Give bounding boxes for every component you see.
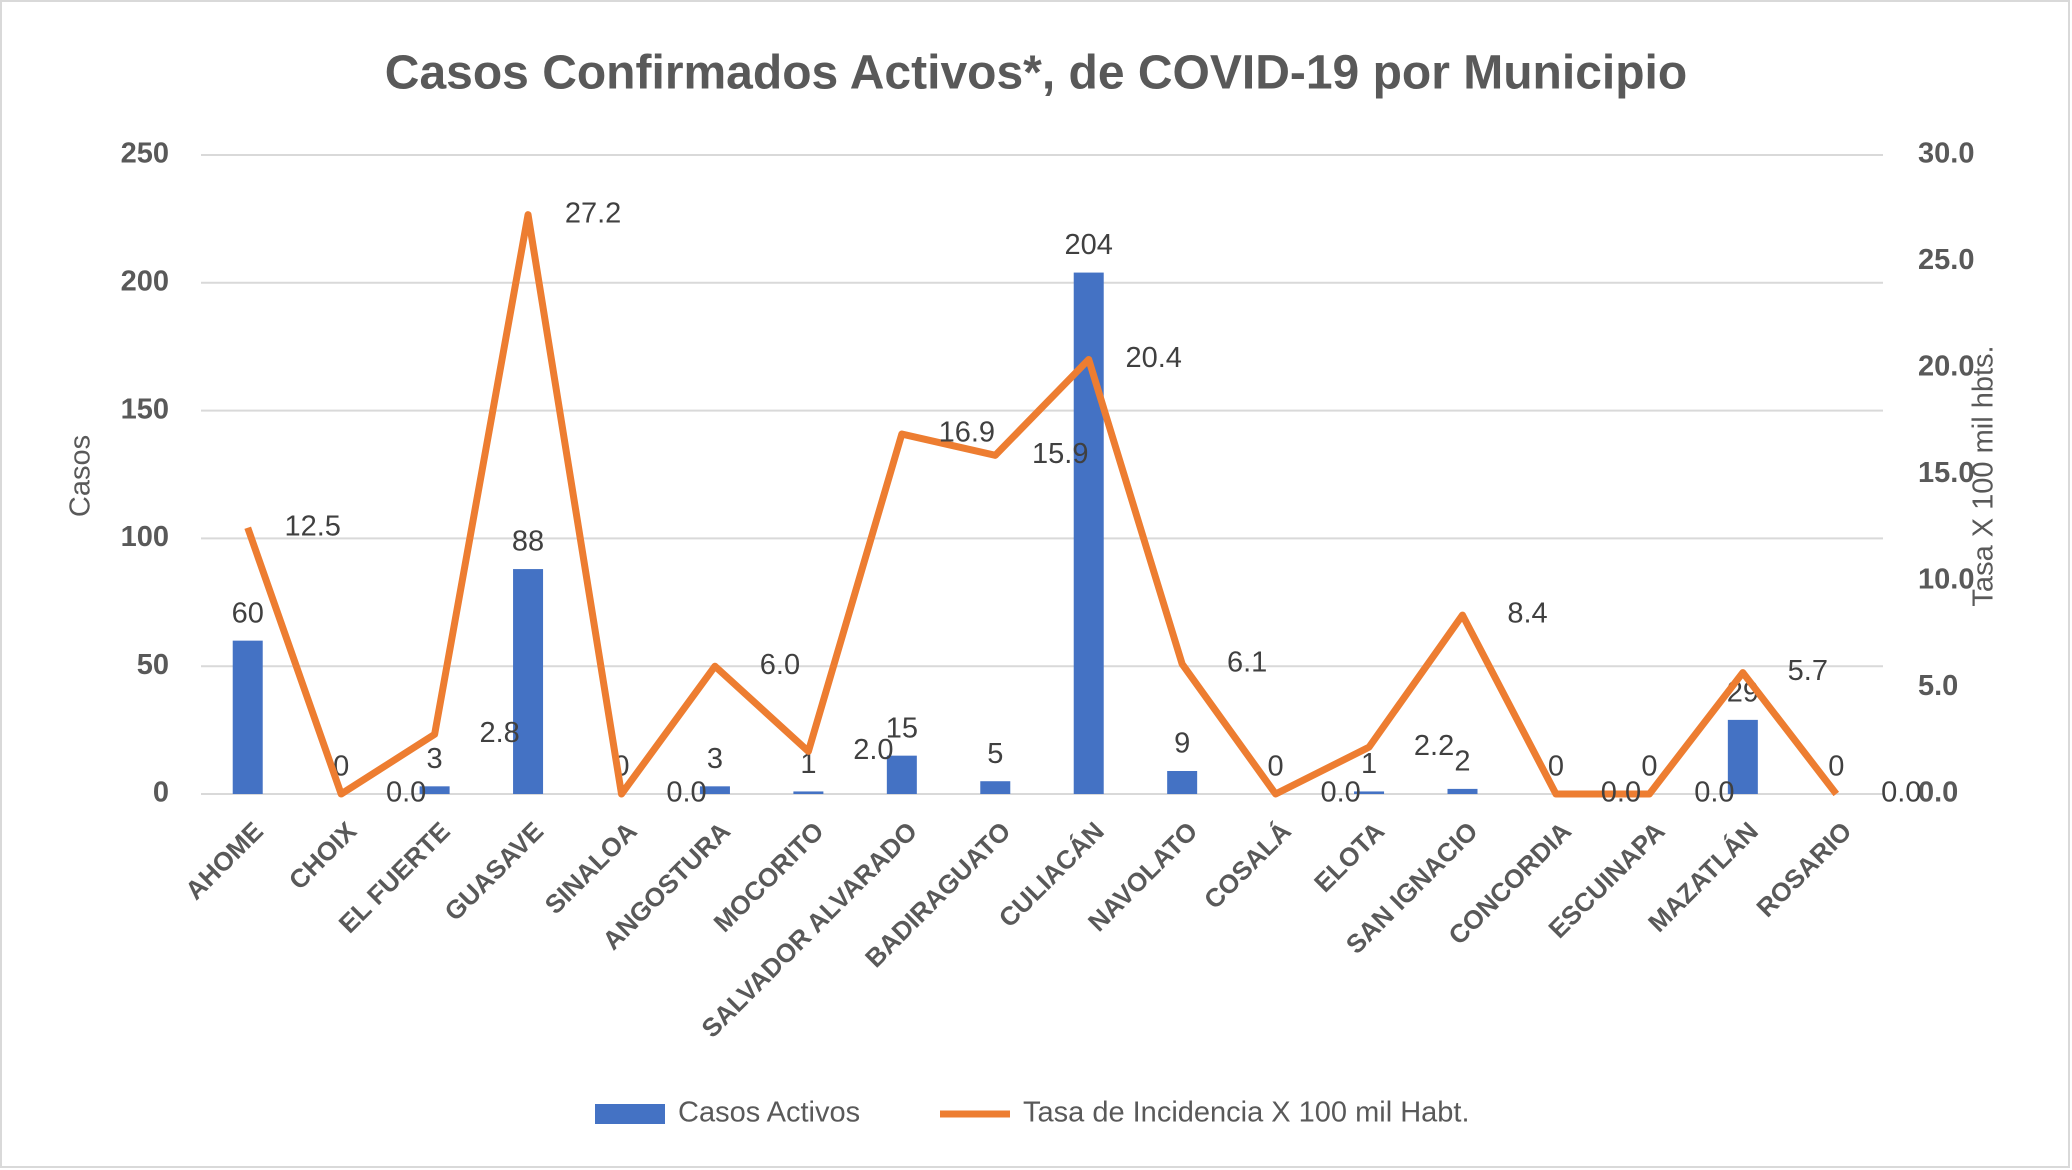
bar-value-label: 204 <box>1065 229 1113 261</box>
line-value-label: 5.7 <box>1788 655 1828 687</box>
y-tick-label: 50 <box>137 649 169 681</box>
y-tick-label: 250 <box>121 138 169 170</box>
bar-value-label: 0 <box>1268 751 1284 783</box>
bar <box>1073 272 1104 794</box>
bar <box>1167 770 1198 794</box>
line <box>244 211 1840 798</box>
line-value-label: 15.9 <box>1032 438 1088 470</box>
bar <box>419 786 450 794</box>
line-value-label: 8.4 <box>1507 598 1547 630</box>
bar <box>699 786 730 794</box>
line-value-label: 2.0 <box>853 734 893 766</box>
bar-value-label: 5 <box>987 738 1003 770</box>
y-tick-label: 0 <box>153 777 169 809</box>
line-value-label: 16.9 <box>939 417 995 449</box>
bar-value-label: 88 <box>512 526 544 558</box>
line-value-label: 0.0 <box>386 777 426 809</box>
line-value-label: 27.2 <box>565 197 621 229</box>
line-value-label: 0.0 <box>1881 777 1921 809</box>
line-value-label: 0.0 <box>666 777 706 809</box>
bar <box>793 791 824 794</box>
y2-tick-label: 15.0 <box>1918 457 1974 489</box>
bar-value-label: 0 <box>1828 751 1844 783</box>
y2-axis-title: Tasa X 100 mil hbts. <box>1968 345 2000 606</box>
y2-tick-label: 30.0 <box>1918 138 1974 170</box>
bar <box>513 569 544 794</box>
bar-value-label: 60 <box>232 597 264 629</box>
y2-tick-label: 10.0 <box>1918 564 1974 596</box>
bar-value-label: 15 <box>886 712 918 744</box>
line-value-label: 6.1 <box>1227 647 1267 679</box>
bar-value-label: 9 <box>1174 728 1190 760</box>
y-tick-label: 200 <box>121 265 169 297</box>
bar-value-label: 0 <box>1641 751 1657 783</box>
line-value-label: 6.0 <box>760 649 800 681</box>
bar-value-label: 1 <box>1361 748 1377 780</box>
bar <box>1727 719 1758 794</box>
line-value-label: 0.0 <box>1320 777 1360 809</box>
line-value-label: 0.0 <box>1694 777 1734 809</box>
line-value-label: 0.0 <box>1601 777 1641 809</box>
line-value-label: 12.5 <box>284 510 340 542</box>
y2-tick-label: 5.0 <box>1918 670 1958 702</box>
line-value-label: 20.4 <box>1125 342 1181 374</box>
y-tick-label: 150 <box>121 393 169 425</box>
legend-label: Tasa de Incidencia X 100 mil Habt. <box>1023 1097 1470 1129</box>
bar-value-label: 2 <box>1454 746 1470 778</box>
line-value-label: 2.2 <box>1414 730 1454 762</box>
bar <box>232 640 263 794</box>
y-axis-title: Casos <box>65 435 97 517</box>
bar <box>1354 791 1385 794</box>
bar-value-label: 1 <box>800 748 816 780</box>
bar-value-label: 3 <box>707 743 723 775</box>
y-tick-label: 100 <box>121 521 169 553</box>
bar <box>886 755 917 794</box>
bar-value-label: 0 <box>1548 751 1564 783</box>
y2-tick-label: 25.0 <box>1918 244 1974 276</box>
bar <box>980 781 1011 794</box>
bar <box>1447 788 1478 794</box>
y2-tick-label: 20.0 <box>1918 351 1974 383</box>
legend-label: Casos Activos <box>678 1097 860 1129</box>
legend-swatch <box>595 1104 665 1124</box>
y2-tick-label: 0.0 <box>1918 777 1958 809</box>
bar-value-label: 3 <box>427 743 443 775</box>
line-value-label: 2.8 <box>479 717 519 749</box>
chart-title: Casos Confirmados Activos*, de COVID-19 … <box>385 47 1687 100</box>
